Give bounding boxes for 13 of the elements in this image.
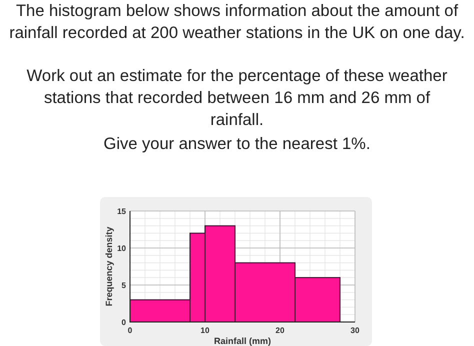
y-tick-label: 15: [117, 207, 127, 216]
x-tick-label: 10: [200, 326, 210, 335]
text: Give your answer to the nearest 1%.: [104, 135, 370, 153]
chart-title: The histogram below shows information about the amount of rainfall recorded at 200 weather stations in the UK on one day.: [9, 2, 465, 42]
y-tick-label: 5: [122, 281, 127, 290]
y-tick-label: 0: [122, 318, 127, 327]
y-tick-label: 10: [117, 244, 127, 253]
x-tick-label: 0: [128, 326, 133, 335]
y-axis-title: Frequency density: [104, 226, 114, 306]
x-axis-title: Rainfall (mm): [214, 336, 272, 346]
x-tick-label: 20: [276, 326, 285, 335]
x-tick-label: 30: [350, 326, 360, 335]
text: Work out an estimate for the percentage of these weather stations that recorded between 16 mm and 26 mm of rainfall.: [26, 67, 448, 129]
